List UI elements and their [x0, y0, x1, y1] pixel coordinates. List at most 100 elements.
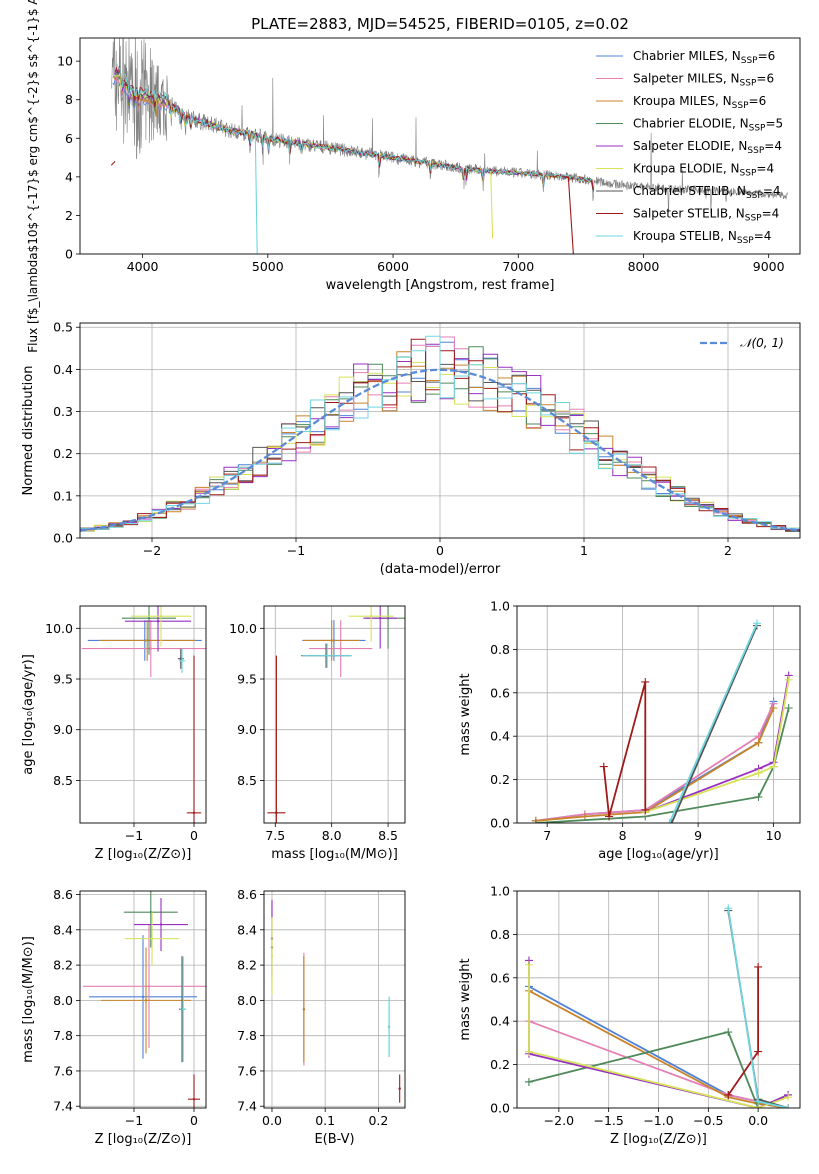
legend-label: Chabrier ELODIE, N — [633, 117, 749, 131]
data-point — [275, 811, 278, 815]
panel-spectrum: 4000 5000 6000 7000 8000 9000 0 2 4 6 8 10 wavelengt… — [26, 0, 801, 353]
y-tick-label: 0.8 — [490, 642, 510, 657]
x-tick-label: 0.0 — [748, 1113, 768, 1128]
axes-frame — [516, 890, 801, 1109]
x-axis-label: wavelength [Angstrom, rest frame] — [326, 278, 555, 293]
mass-weight-line — [535, 703, 775, 822]
y-tick-label: 0.0 — [490, 816, 510, 831]
plus-marker — [724, 1028, 733, 1037]
y-tick-label: 0.4 — [490, 729, 510, 744]
legend-entry: Kroupa STELIB, NSSP=4 — [633, 229, 771, 246]
y-tick-label: 0.3 — [53, 404, 73, 419]
plus-marker — [754, 738, 763, 747]
x-tick-label: −2 — [143, 543, 161, 558]
legend-label: Chabrier STELIB, N — [633, 184, 746, 198]
data-point — [179, 657, 182, 660]
axes-frame — [263, 605, 406, 824]
y-tick-label: 0.6 — [490, 685, 510, 700]
legend-label: Chabrier MILES, N — [633, 49, 741, 63]
data-point — [150, 937, 154, 940]
x-axis-label: E(B-V) — [314, 1132, 354, 1147]
model-spectrum-edge — [567, 176, 574, 254]
legend-tail: =6 — [756, 72, 774, 86]
data-point — [387, 1025, 391, 1029]
plus-marker — [599, 762, 608, 771]
mass-weight-line — [602, 681, 647, 817]
plot-area — [517, 891, 800, 1108]
data-point — [144, 999, 148, 1002]
y-tick-label: 0.0 — [490, 1101, 510, 1116]
plus-marker — [784, 1093, 793, 1102]
plus-marker — [524, 1047, 533, 1056]
legend-tail: =6 — [749, 94, 767, 108]
x-tick-label: 8.0 — [322, 828, 342, 843]
data-point — [141, 995, 145, 999]
x-tick-label: 8000 — [628, 259, 660, 274]
plot-area — [80, 606, 206, 823]
gaussian-curve — [80, 368, 800, 532]
y-tick-label: 7.4 — [53, 1099, 73, 1114]
plus-marker — [754, 769, 763, 778]
x-tick-label: 8.5 — [378, 828, 398, 843]
legend-subscript: SSP — [745, 214, 762, 224]
plot-area — [110, 38, 788, 254]
y-tick-label: 7.6 — [237, 1063, 257, 1078]
model-spectrum-edge — [490, 171, 494, 239]
y-tick-label: 7.6 — [53, 1063, 73, 1078]
mass-weight-line — [645, 679, 790, 813]
y-tick-label: 7.8 — [53, 1028, 73, 1043]
data-point — [192, 811, 196, 815]
y-tick-label: 0.0 — [53, 531, 73, 546]
data-point — [180, 659, 184, 662]
legend-subscript: SSP — [740, 79, 757, 89]
legend-label: Salpeter ELODIE, N — [633, 139, 747, 153]
x-axis-label: (data-model)/error — [380, 562, 501, 577]
x-tick-label: 9 — [694, 828, 702, 843]
y-tick-label: 0.2 — [490, 772, 510, 787]
panel-residual-histogram: −2 −1 0 1 2 0.0 0.1 0.2 0.3 0.4 0.5 (data-model)/er… — [21, 320, 801, 577]
y-tick-label: 0.8 — [490, 927, 510, 942]
data-point — [149, 910, 152, 914]
data-point — [146, 639, 149, 642]
x-tick-label: 0 — [190, 828, 198, 843]
y-tick-label: 8.4 — [237, 922, 257, 937]
y-tick-label: 8 — [65, 92, 73, 107]
x-tick-label: 7000 — [502, 259, 534, 274]
mass-weight-line — [668, 623, 758, 823]
data-point — [147, 616, 151, 620]
legend-label: Salpeter STELIB, N — [633, 207, 745, 221]
y-tick-label: 0.5 — [53, 320, 73, 335]
y-tick-label: 8.2 — [237, 958, 257, 973]
data-point — [398, 1087, 401, 1090]
mass-weight-line — [528, 964, 789, 1108]
plus-marker — [524, 960, 533, 969]
y-tick-label: 7.4 — [237, 1099, 257, 1114]
plus-marker — [754, 962, 763, 971]
data-point — [192, 1097, 196, 1101]
y-tick-label: 9.5 — [53, 672, 73, 687]
x-axis-label: Z [log₁₀(Z/Z⊙)] — [95, 1132, 192, 1147]
y-axis-label: mass [log₁₀(M/M⊙)] — [21, 936, 36, 1063]
gaussian-legend-label: 𝒩(0, 1) — [740, 336, 784, 350]
legend-entry: Chabrier MILES, NSSP=6 — [633, 49, 775, 66]
mass-weight-line — [670, 625, 758, 823]
x-tick-label: −1.5 — [593, 1113, 623, 1128]
plot-area — [517, 606, 800, 823]
legend-tail: =4 — [754, 229, 772, 243]
x-tick-label: 8 — [619, 828, 627, 843]
plus-marker — [724, 904, 733, 913]
plus-marker — [754, 1097, 763, 1106]
y-axis-label: mass weight — [458, 958, 473, 1040]
x-tick-label: 5000 — [252, 259, 284, 274]
plus-marker — [769, 762, 778, 771]
y-tick-label: 2 — [65, 208, 73, 223]
plot-area — [80, 891, 206, 1108]
plus-marker — [580, 812, 589, 821]
x-tick-label: −0.5 — [693, 1113, 723, 1128]
plus-marker — [752, 619, 761, 628]
y-tick-label: 1.0 — [490, 884, 510, 899]
mass-weight-line — [644, 675, 790, 813]
axes-frame — [79, 37, 801, 255]
data-point — [339, 647, 342, 650]
